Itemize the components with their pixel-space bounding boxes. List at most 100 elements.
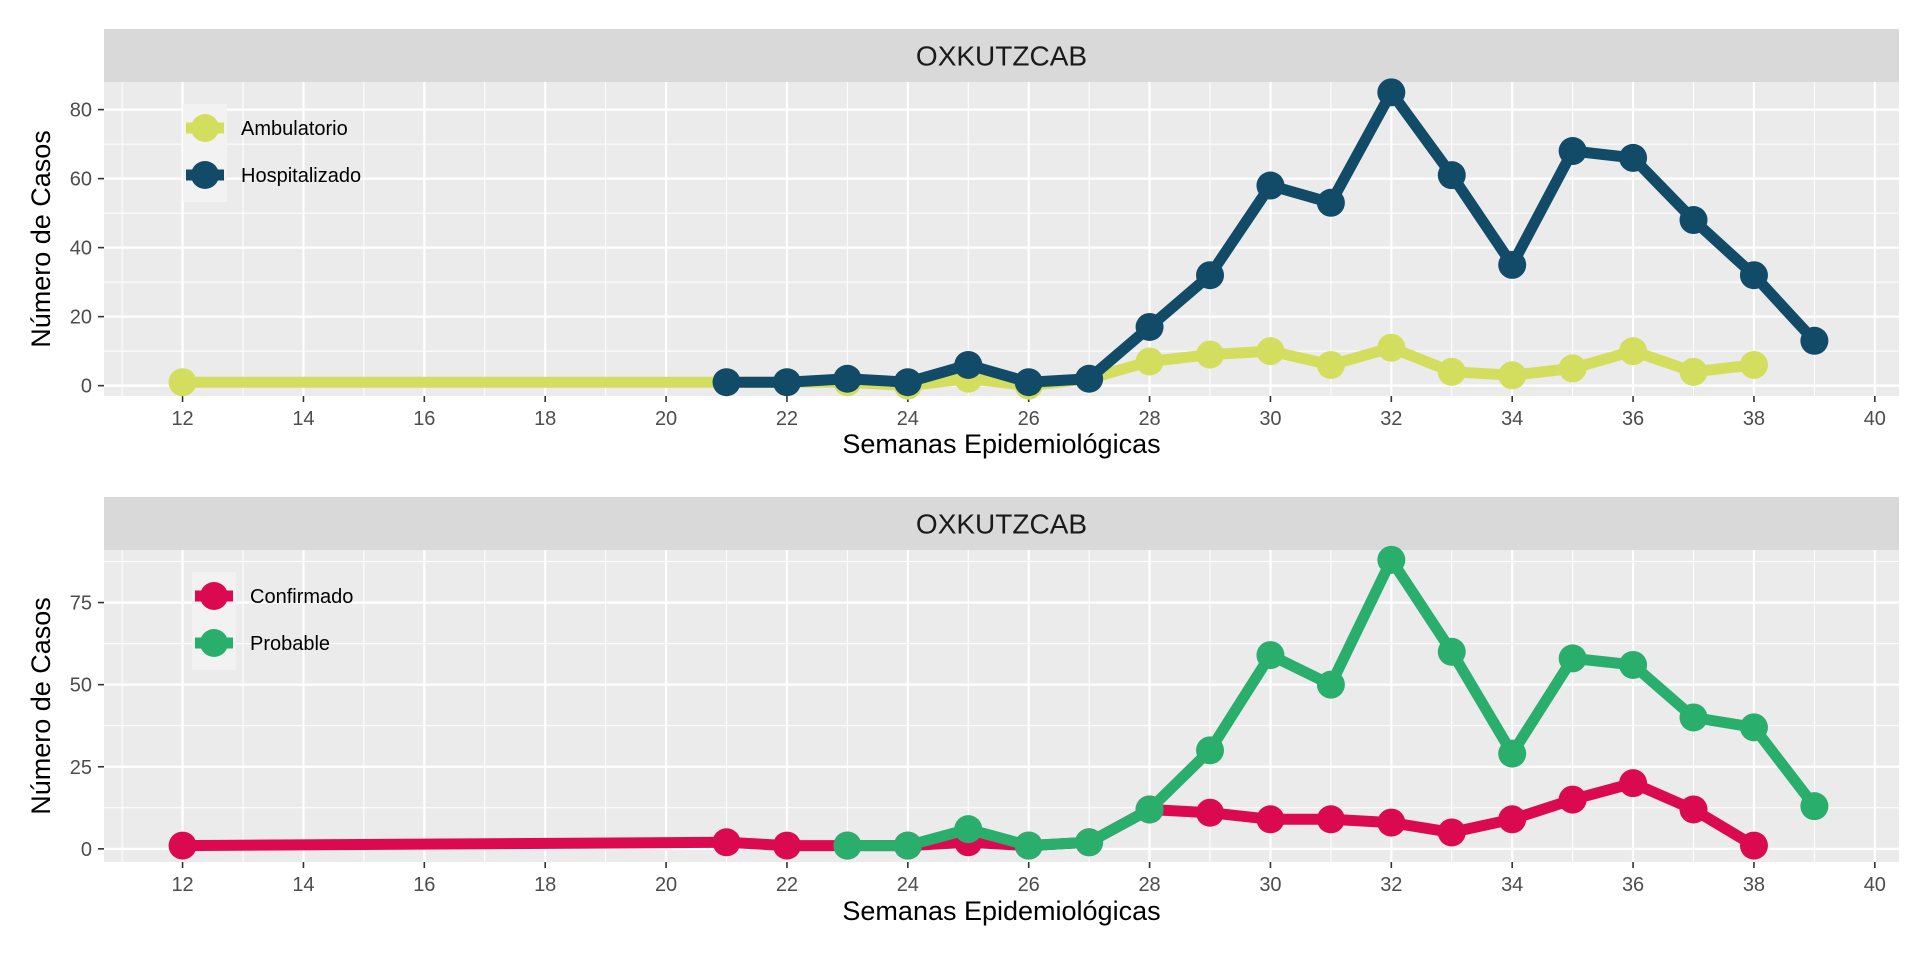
legend-key-point — [200, 629, 228, 657]
x-tick-label: 34 — [1501, 408, 1523, 430]
data-point — [1256, 337, 1285, 366]
x-axis-title: Semanas Epidemiológicas — [842, 429, 1160, 459]
facet-strip — [104, 29, 1899, 82]
chart-panel-2: OXKUTZCAB 12 14 16 18 20 22 24 26 28 30 32 34 36 38 40 0… — [26, 497, 1899, 926]
facet-title: OXKUTZCAB — [916, 41, 1087, 72]
x-tick-label: 26 — [1018, 874, 1040, 896]
data-point — [1135, 795, 1164, 824]
x-tick-label: 12 — [171, 408, 193, 430]
data-point — [1437, 161, 1466, 190]
data-point — [1256, 641, 1285, 670]
data-point — [1498, 361, 1527, 390]
data-point — [1135, 347, 1164, 376]
data-point — [833, 364, 862, 393]
x-tick-label: 12 — [171, 874, 193, 896]
x-tick-label: 32 — [1380, 874, 1402, 896]
series-probable — [833, 545, 1829, 860]
y-tick-label: 50 — [70, 675, 92, 697]
data-point — [1256, 805, 1285, 834]
data-point — [1256, 171, 1285, 200]
data-point — [1014, 831, 1043, 860]
data-point — [833, 831, 862, 860]
data-point — [1196, 798, 1225, 827]
y-tick-label: 0 — [81, 376, 92, 398]
data-point — [893, 368, 922, 397]
data-point — [1800, 326, 1829, 355]
x-tick-label: 20 — [655, 874, 677, 896]
data-point — [168, 831, 197, 860]
y-tick-label: 0 — [81, 839, 92, 861]
data-point — [168, 368, 197, 397]
x-tick-label: 36 — [1622, 874, 1644, 896]
y-tick-label: 25 — [70, 757, 92, 779]
x-tick-label: 26 — [1018, 408, 1040, 430]
data-point — [954, 350, 983, 379]
x-tick-label: 16 — [413, 408, 435, 430]
gridlines — [104, 550, 1899, 862]
x-tick-label: 34 — [1501, 874, 1523, 896]
data-point — [1498, 739, 1527, 768]
legend-label: Probable — [250, 633, 330, 655]
legend-label: Hospitalizado — [241, 165, 361, 187]
data-point — [1619, 769, 1648, 798]
data-point — [1377, 545, 1406, 574]
legend-label: Confirmado — [250, 586, 353, 608]
chart-panel-1: OXKUTZCAB 12 14 16 18 20 22 24 26 28 30 32 34 36 38 40 0… — [26, 29, 1899, 459]
data-point — [772, 368, 801, 397]
data-point — [1437, 818, 1466, 847]
x-tick-label: 40 — [1864, 408, 1886, 430]
x-tick-label: 24 — [897, 408, 919, 430]
x-tick-label: 28 — [1138, 874, 1160, 896]
data-point — [1377, 78, 1406, 107]
data-point — [1619, 143, 1648, 172]
plot-panel — [104, 550, 1899, 862]
data-point — [893, 831, 922, 860]
data-point — [1377, 808, 1406, 837]
x-tick-label: 22 — [776, 874, 798, 896]
y-axis-title: Número de Casos — [26, 130, 56, 348]
x-tick-label: 20 — [655, 408, 677, 430]
data-point — [1558, 354, 1587, 383]
data-point — [1558, 785, 1587, 814]
x-tick-label: 38 — [1743, 874, 1765, 896]
data-point — [1075, 364, 1104, 393]
data-point — [772, 831, 801, 860]
data-point — [1800, 792, 1829, 821]
y-tick-label: 20 — [70, 307, 92, 329]
x-axis-title: Semanas Epidemiológicas — [842, 896, 1160, 926]
y-tick-label: 80 — [70, 100, 92, 122]
x-tick-label: 14 — [292, 874, 314, 896]
data-point — [1679, 795, 1708, 824]
data-point — [1196, 261, 1225, 290]
x-tick-label: 30 — [1259, 874, 1281, 896]
data-point — [1619, 650, 1648, 679]
legend-key-point — [191, 114, 219, 142]
data-point — [1558, 137, 1587, 166]
data-point — [1316, 350, 1345, 379]
series-hospitalizado — [712, 78, 1829, 397]
data-point — [1498, 805, 1527, 834]
x-tick-label: 30 — [1259, 408, 1281, 430]
y-tick-label: 60 — [70, 169, 92, 191]
x-tick-label: 38 — [1743, 408, 1765, 430]
legend-label: Ambulatorio — [241, 118, 348, 140]
data-point — [1377, 333, 1406, 362]
data-point — [1679, 703, 1708, 732]
data-point — [1196, 736, 1225, 765]
x-tick-label: 18 — [534, 408, 556, 430]
data-point — [1014, 368, 1043, 397]
data-point — [1437, 637, 1466, 666]
data-point — [1739, 261, 1768, 290]
y-tick-label: 40 — [70, 238, 92, 260]
data-point — [1135, 312, 1164, 341]
facet-title: OXKUTZCAB — [916, 509, 1087, 540]
data-point — [1679, 206, 1708, 235]
data-point — [1739, 831, 1768, 860]
x-tick-label: 24 — [897, 874, 919, 896]
facet-strip — [104, 497, 1899, 550]
data-point — [954, 815, 983, 844]
y-axis-title: Número de Casos — [26, 597, 56, 815]
data-point — [1739, 713, 1768, 742]
